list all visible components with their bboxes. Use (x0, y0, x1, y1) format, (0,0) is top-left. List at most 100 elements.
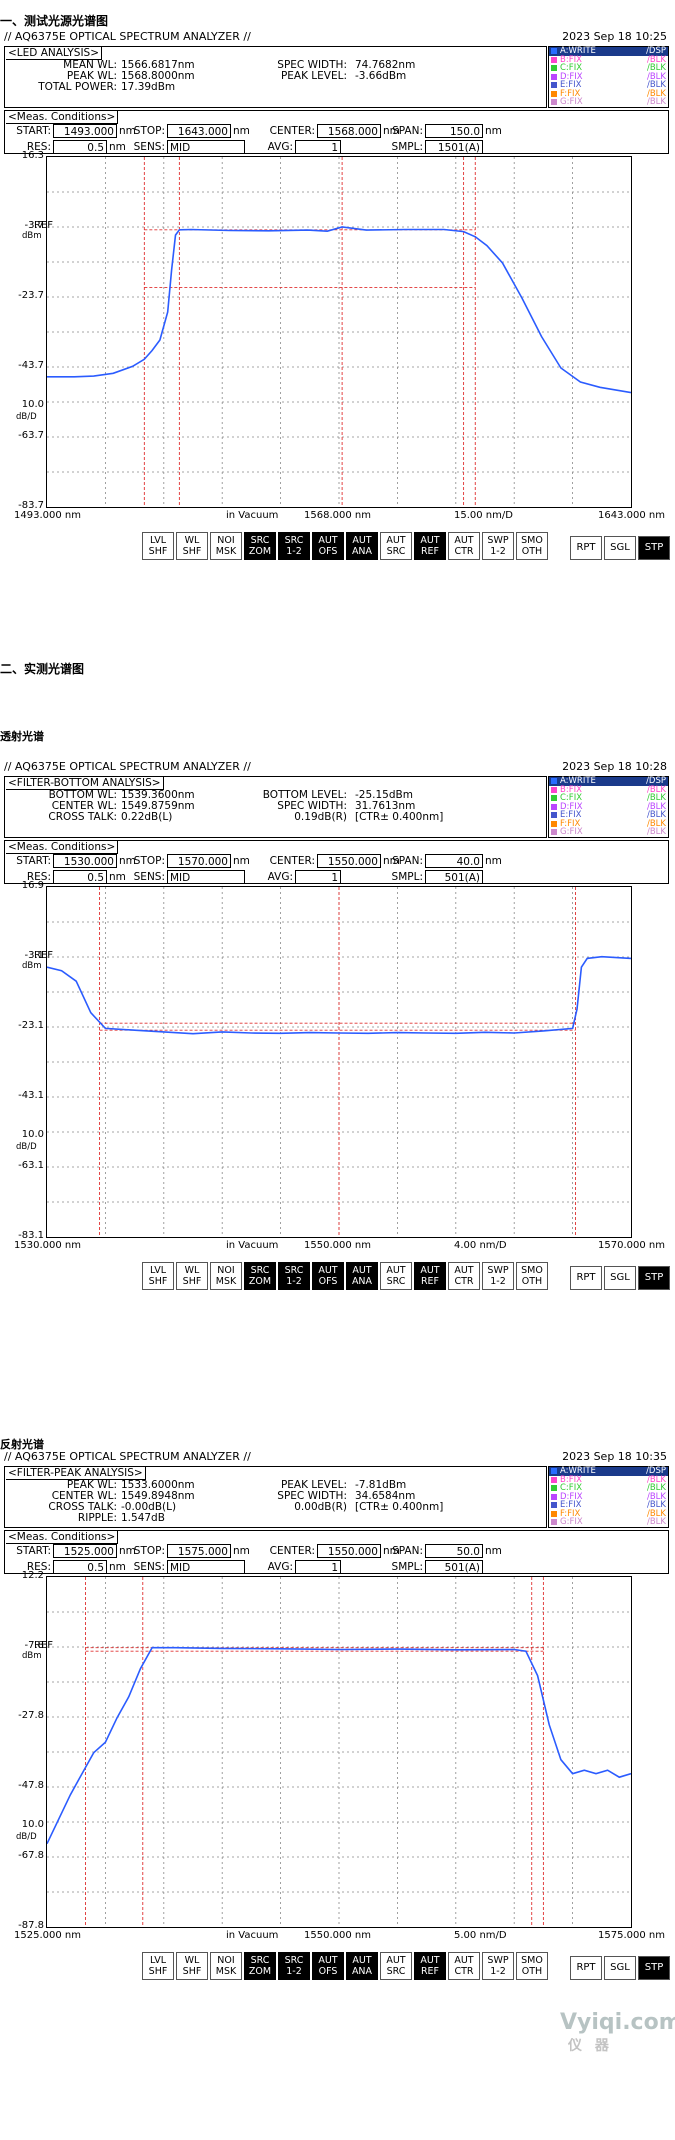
sweep-mode-button[interactable]: STP (638, 536, 670, 560)
trace-item[interactable]: G:FIX/BLK (549, 98, 668, 107)
smpl-label: SMPL: (365, 1561, 423, 1573)
trace-color-swatch (551, 57, 557, 63)
stop-field[interactable]: 1570.000 (167, 854, 231, 868)
spectrum-plot[interactable] (46, 1576, 632, 1928)
softkey-line2: 1-2 (279, 1276, 309, 1287)
sweep-mode-button[interactable]: SGL (604, 1266, 636, 1290)
timestamp: 2023 Sep 18 10:25 (562, 30, 667, 43)
y-scale-value: 10.0 (4, 1819, 44, 1830)
start-field[interactable]: 1493.000 (53, 124, 117, 138)
resolution-field[interactable]: 0.5 (53, 140, 107, 154)
sweep-mode-button[interactable]: SGL (604, 536, 636, 560)
center-label: CENTER: (245, 855, 315, 867)
x-axis-stop-label: 1575.000 nm (598, 1930, 665, 1941)
instrument-title: // AQ6375E OPTICAL SPECTRUM ANALYZER // (4, 760, 251, 773)
span-label: SPAN: (365, 1545, 423, 1557)
softkey-line2: ANA (347, 1276, 377, 1287)
analysis-value: 1.547dB (121, 1512, 165, 1524)
subheading-transmission: 透射光谱 (0, 728, 44, 744)
softkey-line2: 1-2 (483, 546, 513, 557)
trace-item[interactable]: G:FIX/BLK (549, 1518, 668, 1527)
stop-label: STOP: (115, 855, 165, 867)
resolution-field[interactable]: 0.5 (53, 1560, 107, 1574)
smpl-label: SMPL: (365, 871, 423, 883)
analysis-value-2: [CTR± 0.400nm] (355, 1501, 443, 1513)
sweep-mode-button[interactable]: STP (638, 1956, 670, 1980)
stop-field[interactable]: 1643.000 (167, 124, 231, 138)
span-field[interactable]: 50.0 (425, 1544, 483, 1558)
average-field[interactable]: 1 (295, 1560, 341, 1574)
y-tick-label: -43.1 (4, 1090, 44, 1101)
start-field[interactable]: 1525.000 (53, 1544, 117, 1558)
sweep-mode-button[interactable]: RPT (570, 536, 602, 560)
y-tick-label: -63.1 (4, 1160, 44, 1171)
softkey-line1: SRC (279, 535, 309, 546)
sensitivity-field[interactable]: MID (167, 140, 245, 154)
sensitivity-field[interactable]: MID (167, 870, 245, 884)
trace-label: G:FIX (560, 1518, 583, 1527)
spectrum-plot[interactable] (46, 886, 632, 1238)
softkey-line1: LVL (143, 1265, 173, 1276)
sweep-mode-button[interactable]: RPT (570, 1956, 602, 1980)
sampling-field[interactable]: 1501(A) (425, 140, 483, 154)
span-field[interactable]: 150.0 (425, 124, 483, 138)
average-field[interactable]: 1 (295, 870, 341, 884)
resolution-field[interactable]: 0.5 (53, 870, 107, 884)
sensitivity-field[interactable]: MID (167, 1560, 245, 1574)
softkey-line2: SHF (143, 1276, 173, 1287)
spectrum-plot[interactable] (46, 156, 632, 508)
softkey-line1: LVL (143, 1955, 173, 1966)
instrument-title: // AQ6375E OPTICAL SPECTRUM ANALYZER // (4, 30, 251, 43)
start-label: START: (5, 125, 51, 137)
start-field[interactable]: 1530.000 (53, 854, 117, 868)
sampling-field[interactable]: 501(A) (425, 870, 483, 884)
sweep-mode-button[interactable]: RPT (570, 1266, 602, 1290)
span-field[interactable]: 40.0 (425, 854, 483, 868)
trace-item[interactable]: G:FIX/BLK (549, 828, 668, 837)
sweep-mode-button[interactable]: SGL (604, 1956, 636, 1980)
average-field[interactable]: 1 (295, 140, 341, 154)
softkey-line1: AUT (449, 535, 479, 546)
stop-field[interactable]: 1575.000 (167, 1544, 231, 1558)
softkey-line2: OTH (517, 1966, 547, 1977)
sweep-mode-button[interactable]: STP (638, 1266, 670, 1290)
sampling-field[interactable]: 501(A) (425, 1560, 483, 1574)
